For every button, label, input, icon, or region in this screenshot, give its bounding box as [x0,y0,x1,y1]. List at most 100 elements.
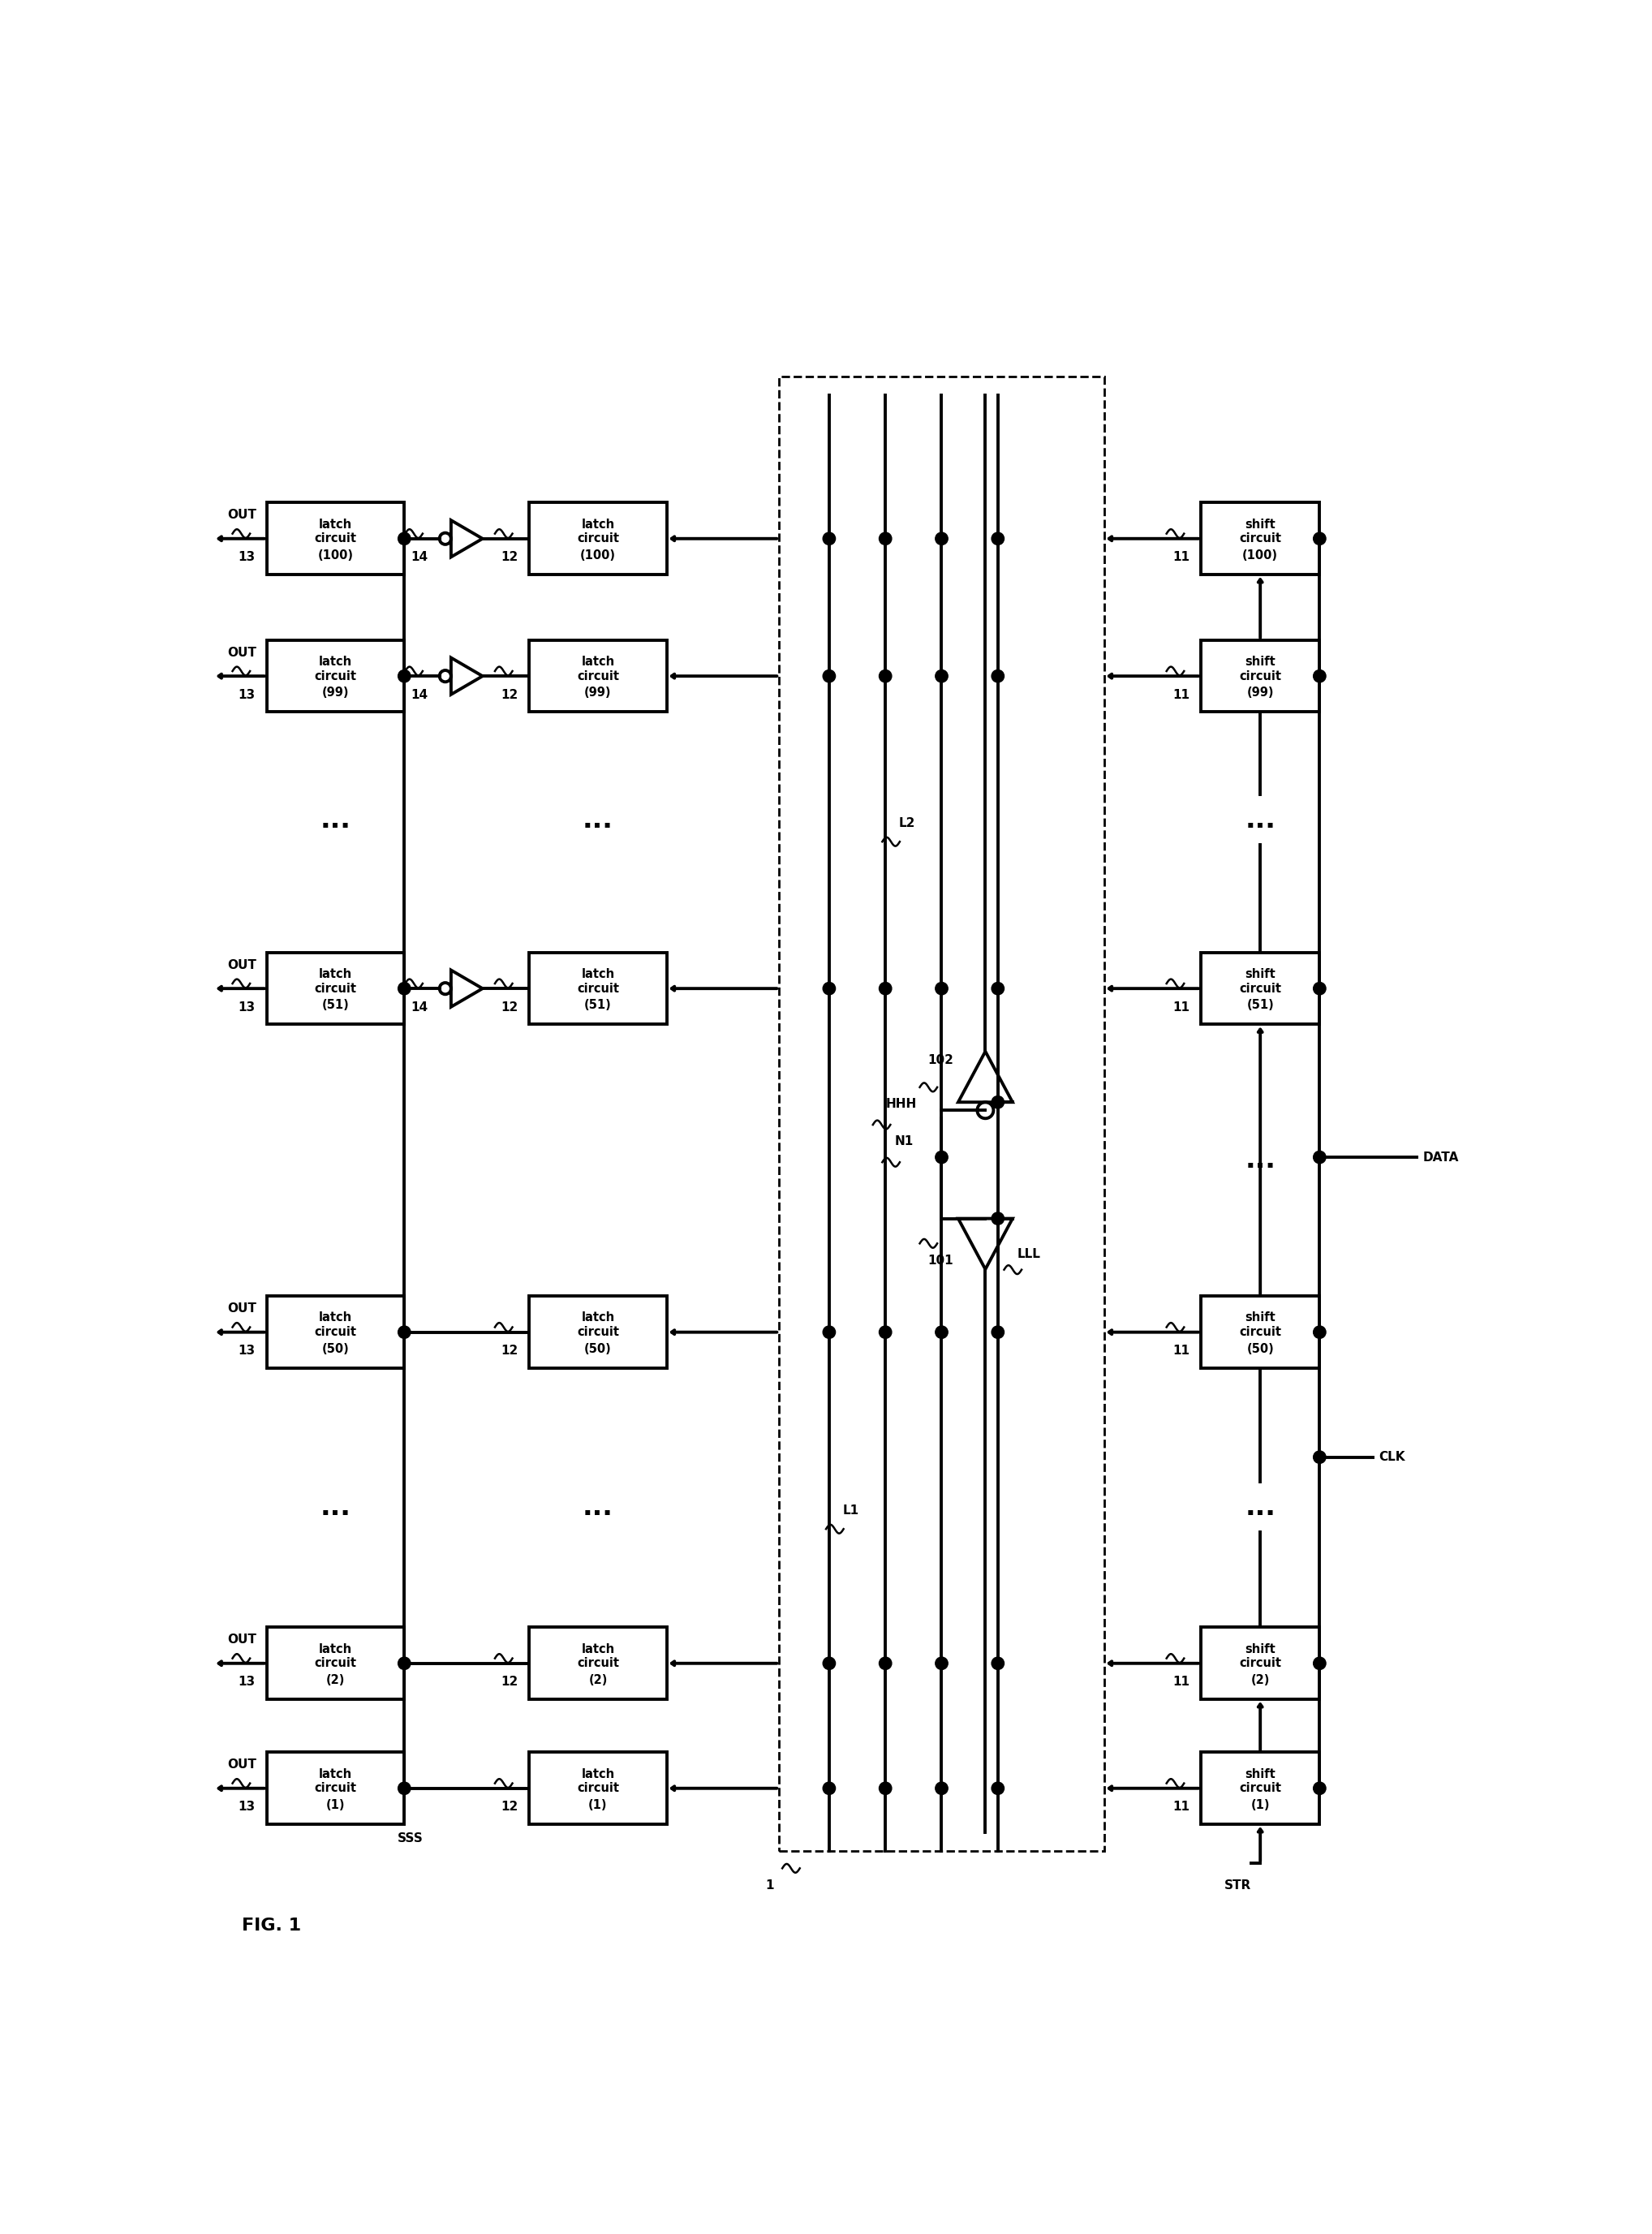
Text: 11: 11 [1173,1801,1189,1814]
Circle shape [1313,1658,1327,1669]
Text: 13: 13 [238,1801,256,1814]
Circle shape [823,1327,836,1338]
Circle shape [398,1783,411,1794]
Circle shape [879,670,892,681]
Text: 12: 12 [501,1345,517,1356]
Text: (50): (50) [585,1343,611,1356]
Circle shape [991,983,1004,994]
Text: 13: 13 [238,688,256,701]
Text: shift: shift [1246,967,1275,981]
Circle shape [823,670,836,681]
Text: latch: latch [582,967,615,981]
Text: latch: latch [319,1767,352,1780]
Text: 12: 12 [501,1676,517,1689]
Bar [780,375,1104,1850]
Text: shift: shift [1246,655,1275,668]
Text: SSS: SSS [398,1832,423,1845]
Text: 13: 13 [238,1345,256,1356]
Text: LLL: LLL [1018,1249,1041,1260]
Circle shape [398,1327,411,1338]
Text: 13: 13 [238,1001,256,1014]
Text: (1): (1) [588,1798,608,1812]
Text: latch: latch [582,655,615,668]
Circle shape [823,1783,836,1794]
Text: circuit: circuit [314,983,357,994]
Text: CLK: CLK [1379,1452,1406,1463]
Circle shape [991,1097,1004,1108]
Bar [268,503,405,574]
Text: FIG. 1: FIG. 1 [241,1917,301,1935]
Text: latch: latch [319,655,352,668]
Text: STR: STR [1224,1879,1251,1892]
Text: (50): (50) [1247,1343,1274,1356]
Text: 12: 12 [501,1001,517,1014]
Text: L2: L2 [899,818,915,829]
Circle shape [879,1658,892,1669]
Text: 12: 12 [501,688,517,701]
Circle shape [879,532,892,545]
Bar [529,1751,667,1825]
Text: circuit: circuit [314,1658,357,1669]
Text: shift: shift [1246,518,1275,529]
Text: latch: latch [319,1311,352,1325]
Text: circuit: circuit [1239,532,1282,545]
Text: 14: 14 [411,552,428,563]
Text: OUT: OUT [228,1302,256,1314]
Text: ...: ... [583,1495,613,1521]
Text: (99): (99) [1247,686,1274,699]
Text: OUT: OUT [228,958,256,972]
Text: circuit: circuit [577,1327,620,1338]
Bar [268,1296,405,1367]
Text: (99): (99) [322,686,349,699]
Text: circuit: circuit [577,983,620,994]
Bar [268,1626,405,1700]
Text: circuit: circuit [314,532,357,545]
Circle shape [991,670,1004,681]
Text: circuit: circuit [577,532,620,545]
Text: 1: 1 [765,1879,775,1892]
Text: circuit: circuit [314,1783,357,1794]
Text: ...: ... [320,806,350,833]
Text: HHH: HHH [885,1099,917,1110]
Text: ...: ... [320,1495,350,1521]
Text: circuit: circuit [577,670,620,681]
Text: 14: 14 [411,688,428,701]
Circle shape [1313,532,1327,545]
Text: latch: latch [319,967,352,981]
Circle shape [935,532,948,545]
Text: circuit: circuit [577,1658,620,1669]
Text: 12: 12 [501,552,517,563]
Text: 11: 11 [1173,1676,1189,1689]
Text: L1: L1 [843,1503,859,1517]
Text: 11: 11 [1173,1345,1189,1356]
Text: circuit: circuit [1239,1658,1282,1669]
Bar [529,952,667,1025]
Text: circuit: circuit [577,1783,620,1794]
Text: latch: latch [582,1767,615,1780]
Bar [268,1751,405,1825]
Text: circuit: circuit [1239,983,1282,994]
Circle shape [935,1658,948,1669]
Text: (99): (99) [585,686,611,699]
Circle shape [823,532,836,545]
Circle shape [1313,670,1327,681]
Bar [1201,952,1320,1025]
Text: ...: ... [1246,806,1275,833]
Circle shape [823,983,836,994]
Circle shape [879,1327,892,1338]
Bar [529,503,667,574]
Circle shape [398,670,411,681]
Text: (51): (51) [1247,999,1274,1012]
Text: OUT: OUT [228,509,256,521]
Circle shape [991,1327,1004,1338]
Bar [1201,503,1320,574]
Text: circuit: circuit [1239,1783,1282,1794]
Circle shape [398,532,411,545]
Text: circuit: circuit [1239,670,1282,681]
Circle shape [1313,983,1327,994]
Text: 13: 13 [238,552,256,563]
Text: (2): (2) [1251,1673,1270,1687]
Circle shape [1313,1327,1327,1338]
Text: 102: 102 [927,1054,953,1066]
Bar [1201,641,1320,713]
